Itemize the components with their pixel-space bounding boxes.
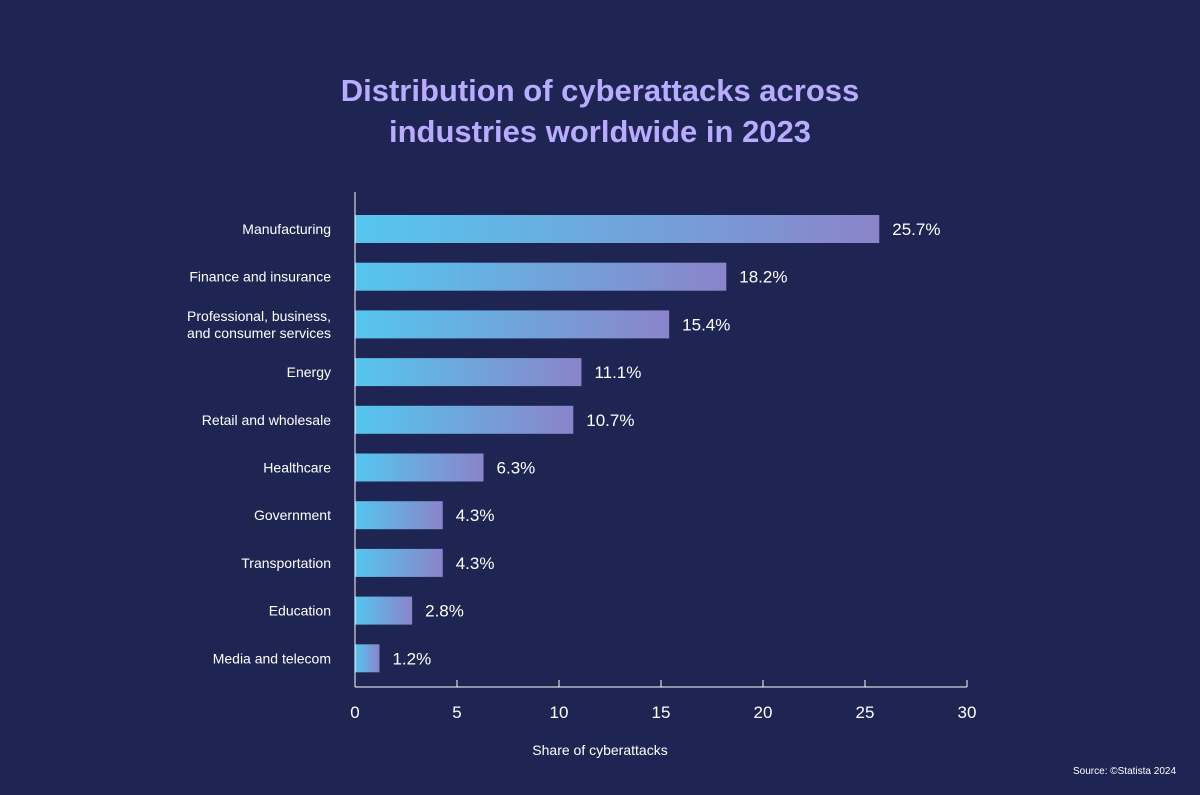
- x-tick-label: 20: [754, 703, 773, 722]
- category-label: Government: [254, 507, 331, 523]
- category-label: Education: [269, 603, 331, 619]
- bar-value-label: 18.2%: [739, 268, 787, 287]
- chart-title-line-2: industries worldwide in 2023: [388, 114, 812, 149]
- category-label: Energy: [287, 364, 331, 380]
- x-tick-label: 30: [958, 703, 977, 722]
- category-label: Finance and insurance: [189, 269, 331, 285]
- bar: [355, 596, 413, 625]
- bar-value-label: 10.7%: [586, 411, 634, 430]
- bar: [355, 262, 727, 291]
- x-tick-label: 25: [856, 703, 875, 722]
- bar-value-label: 2.8%: [425, 602, 464, 621]
- bar-value-label: 1.2%: [392, 649, 431, 668]
- bar-value-label: 4.3%: [456, 554, 495, 573]
- axes-group: 0 5 10 15 20 25 30: [350, 192, 976, 722]
- category-label: Transportation: [241, 555, 331, 571]
- category-label: Media and telecom: [213, 650, 331, 666]
- x-tick-label: 15: [652, 703, 671, 722]
- bar: [355, 358, 582, 387]
- bar-value-label: 4.3%: [456, 506, 495, 525]
- x-axis-label: Share of cyberattacks: [532, 742, 667, 758]
- bar-value-label: 11.1%: [594, 363, 641, 382]
- x-tick-label: 10: [550, 703, 569, 722]
- bar: [355, 548, 443, 577]
- x-tick-label: 0: [350, 703, 359, 722]
- bar: [355, 215, 880, 243]
- category-label: Retail and wholesale: [202, 412, 331, 428]
- bar: [355, 310, 670, 339]
- chart-title: Distribution of cyberattacks across indu…: [0, 70, 1200, 152]
- bar-value-label: 6.3%: [497, 459, 536, 478]
- bar-value-label: 25.7%: [892, 220, 940, 239]
- x-tick-label: 5: [452, 703, 461, 722]
- bar: [355, 501, 443, 530]
- bar: [355, 644, 380, 673]
- bar-value-label: 15.4%: [682, 315, 730, 334]
- bar: [355, 453, 484, 482]
- category-label: Healthcare: [263, 460, 331, 476]
- source-note: Source: ©Statista 2024: [1073, 766, 1176, 777]
- category-label: Professional, business, and consumer serv…: [187, 308, 331, 341]
- category-label: Manufacturing: [242, 221, 331, 237]
- chart-title-line-1: Distribution of cyberattacks across: [340, 73, 860, 108]
- bars-group: 25.7% Manufacturing 18.2% Finance and insur…: [187, 215, 940, 673]
- bar: [355, 405, 574, 434]
